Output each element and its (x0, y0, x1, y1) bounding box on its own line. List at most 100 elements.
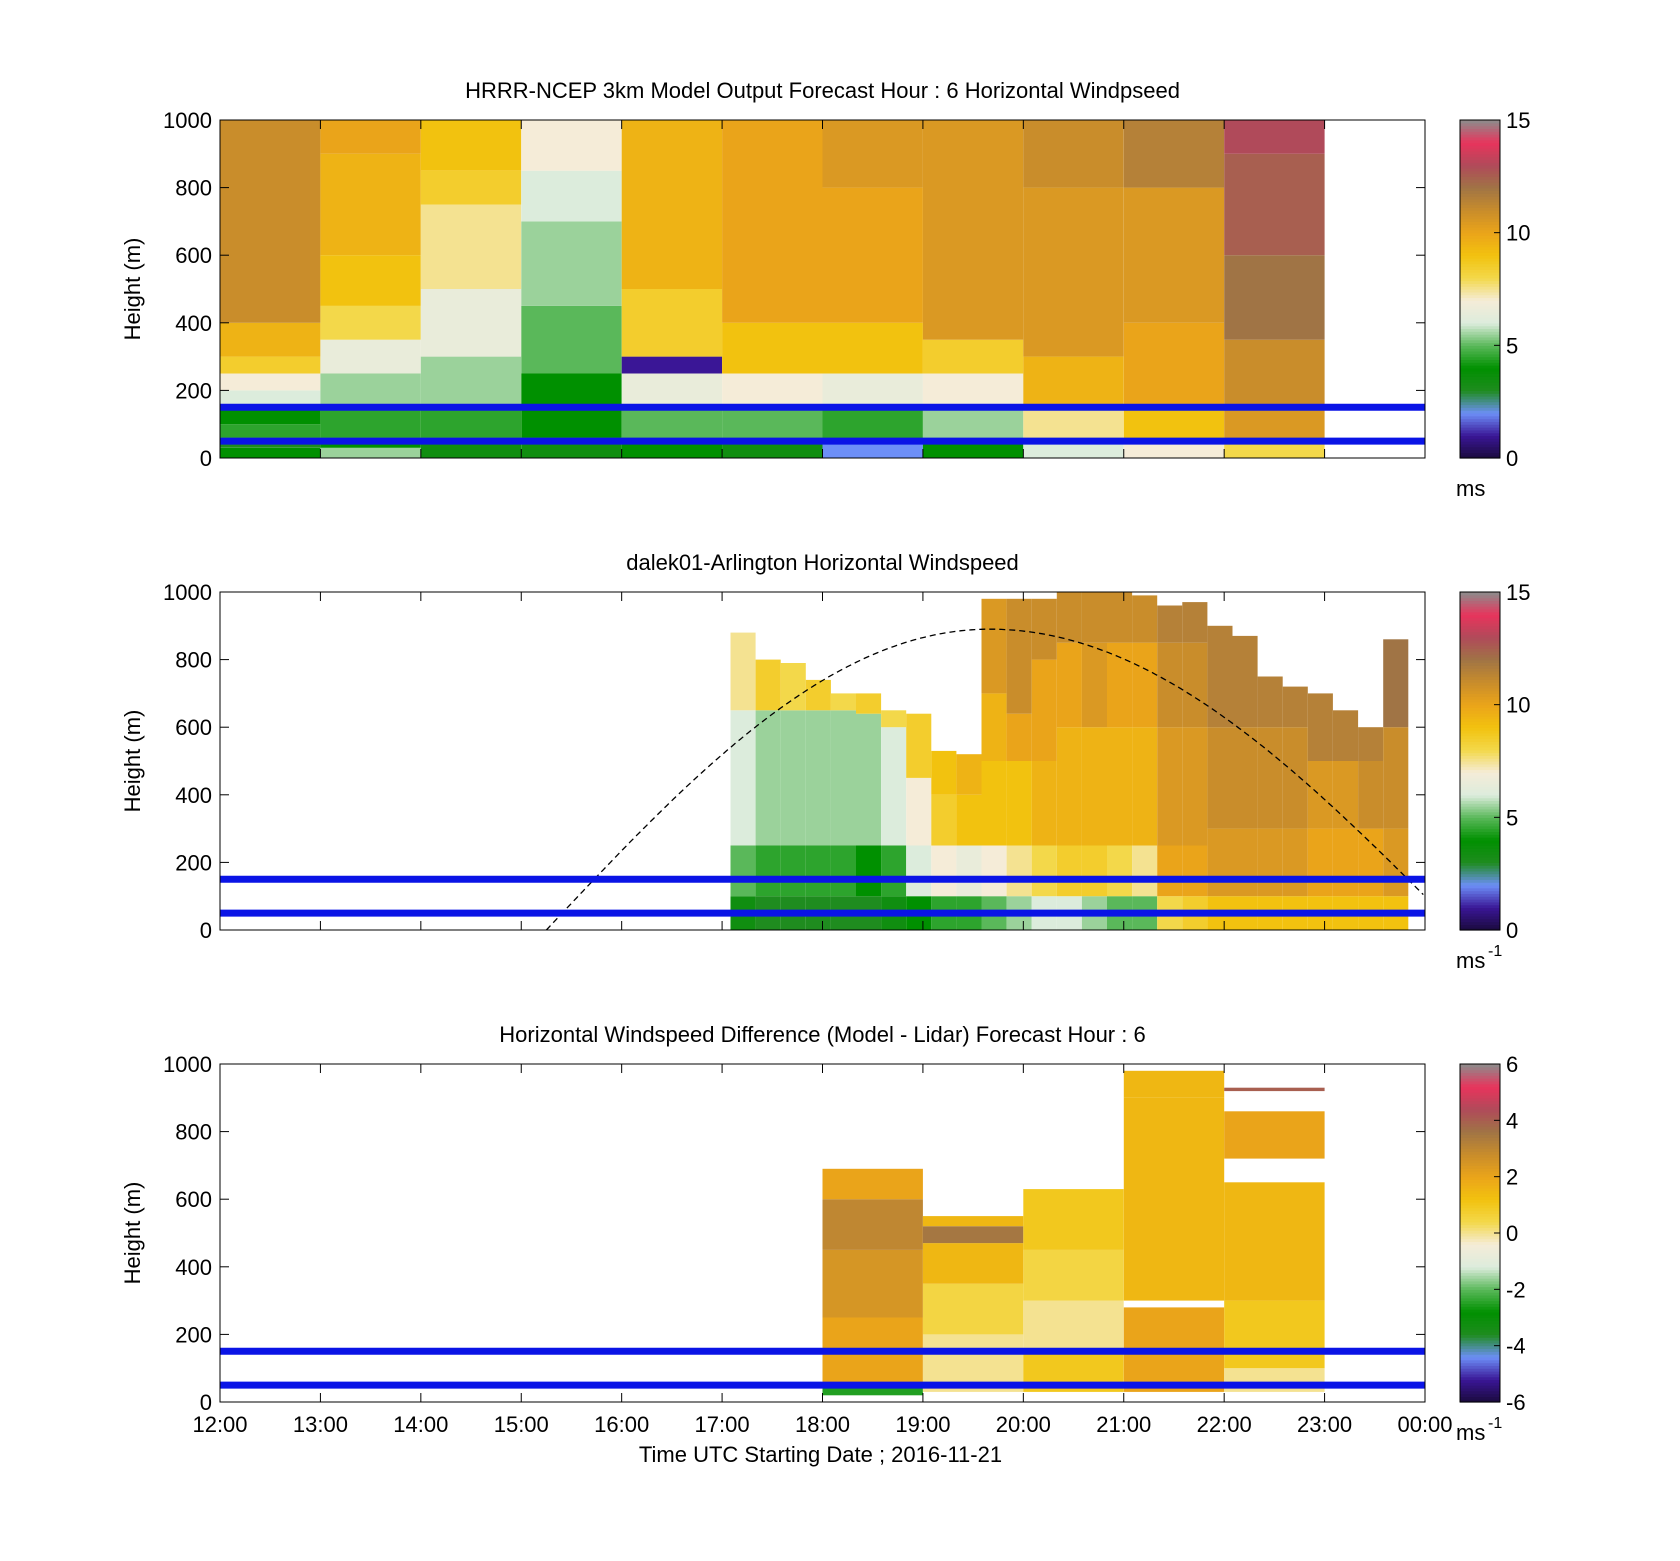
colorbar-segment (1460, 303, 1500, 307)
colorbar-segment (1460, 639, 1500, 644)
heatmap-cell (1257, 727, 1283, 829)
colorbar-segment (1460, 876, 1500, 880)
heatmap-cell (931, 750, 957, 795)
colorbar-segment (1460, 435, 1500, 439)
colorbar-segment (1460, 676, 1500, 680)
heatmap-cell (1081, 727, 1107, 846)
colorbar-segment (1460, 1080, 1500, 1085)
colorbar-segment (1460, 1317, 1500, 1321)
colorbar-segment (1460, 668, 1500, 672)
colorbar-segment (1460, 443, 1500, 448)
colorbar-tick-label: -4 (1506, 1334, 1526, 1359)
heatmap-cell (1132, 595, 1158, 643)
heatmap-cell (830, 710, 856, 846)
chart-panel-2: 0 200 400 600 800 1000 dalek01-Arlington Horiz… (120, 550, 1530, 973)
colorbar-segment (1460, 603, 1500, 607)
heatmap-cell (1282, 686, 1308, 728)
colorbar-segment (1460, 328, 1500, 332)
colorbar-segment (1460, 1103, 1500, 1107)
colorbar-segment (1460, 252, 1500, 256)
colorbar-segment (1460, 207, 1500, 211)
heatmap-cell (822, 187, 923, 323)
colorbar-segment (1460, 1235, 1500, 1240)
colorbar-segment (1460, 1292, 1500, 1296)
heatmap-cell (1333, 710, 1359, 761)
colorbar-segment (1460, 814, 1500, 818)
colorbar-segment (1460, 1351, 1500, 1355)
colorbar-segment (1460, 1123, 1500, 1127)
colorbar-segment (1460, 331, 1500, 335)
heatmap-cell (822, 1199, 923, 1250)
heatmap-cell (1182, 845, 1208, 897)
colorbar-segment (1460, 350, 1500, 355)
heatmap-cell (722, 407, 823, 442)
colorbar-segment (1460, 1168, 1500, 1172)
colorbar-segment (1460, 289, 1500, 293)
heatmap-cell (521, 170, 622, 222)
colorbar-segment (1460, 1086, 1500, 1090)
heatmap-cell (621, 289, 723, 357)
colorbar-segment (1460, 272, 1500, 276)
heatmap-cell (1182, 602, 1208, 643)
heatmap-cell (1224, 339, 1325, 408)
heatmap-cell (1123, 407, 1225, 442)
colorbar-segment (1460, 741, 1500, 745)
x-tick-label: 23:00 (1297, 1412, 1352, 1437)
colorbar-segment (1460, 724, 1500, 728)
colorbar-segment (1460, 597, 1500, 602)
colorbar-segment (1460, 300, 1500, 304)
colorbar-segment (1460, 884, 1500, 889)
colorbar-segment (1460, 145, 1500, 149)
heatmap-cell (320, 120, 421, 154)
colorbar-segment (1460, 187, 1500, 192)
heatmap-cell (856, 845, 882, 897)
heatmap-cell (1224, 1087, 1325, 1092)
colorbar-segment (1460, 730, 1500, 734)
colorbar-segment (1460, 800, 1500, 804)
heatmap-cell (320, 339, 421, 374)
colorbar-segment (1460, 305, 1500, 310)
colorbar-segment (1460, 1171, 1500, 1175)
y-tick-label: 800 (175, 176, 212, 201)
heatmap-cell (922, 1216, 1024, 1227)
colorbar-segment (1460, 1064, 1500, 1068)
colorbar-segment (1460, 1233, 1500, 1237)
x-tick-label: 13:00 (293, 1412, 348, 1437)
colorbar-segment (1460, 735, 1500, 740)
heatmap-cell (922, 1283, 1024, 1335)
colorbar-segment (1460, 1387, 1500, 1392)
colorbar-unit-exponent: -1 (1488, 943, 1502, 960)
heatmap-cell (1232, 828, 1258, 897)
colorbar-segment (1460, 1278, 1500, 1282)
y-tick-label: 400 (175, 783, 212, 808)
colorbar-segment (1460, 381, 1500, 386)
heatmap-cell (981, 845, 1007, 897)
y-tick-label: 0 (200, 1390, 212, 1415)
heatmap-cell (822, 373, 923, 408)
colorbar-segment (1460, 1120, 1500, 1124)
colorbar-segment (1460, 232, 1500, 237)
colorbar-segment (1460, 777, 1500, 782)
colorbar-segment (1460, 851, 1500, 855)
colorbar-unit: ms (1456, 948, 1485, 973)
colorbar-segment (1460, 907, 1500, 911)
colorbar-segment (1460, 176, 1500, 180)
colorbar-segment (1460, 1306, 1500, 1310)
colorbar-segment (1460, 746, 1500, 751)
colorbar-segment (1460, 1142, 1500, 1147)
heatmap-cell (906, 713, 932, 778)
colorbar-segment (1460, 1182, 1500, 1186)
colorbar-segment (1460, 1244, 1500, 1248)
heatmap-cell (1023, 1249, 1124, 1301)
colorbar-segment (1460, 704, 1500, 709)
heatmap-cell (822, 1168, 923, 1200)
heatmap-cell (722, 441, 823, 458)
colorbar-segment (1460, 1362, 1500, 1366)
heatmap-cell (1006, 713, 1032, 761)
heatmap-cell (220, 356, 321, 374)
colorbar-segment (1460, 325, 1500, 330)
colorbar-segment (1460, 1111, 1500, 1116)
heatmap-cell (1224, 153, 1325, 256)
y-axis-label: Height (m) (120, 710, 145, 813)
colorbar-segment (1460, 429, 1500, 434)
